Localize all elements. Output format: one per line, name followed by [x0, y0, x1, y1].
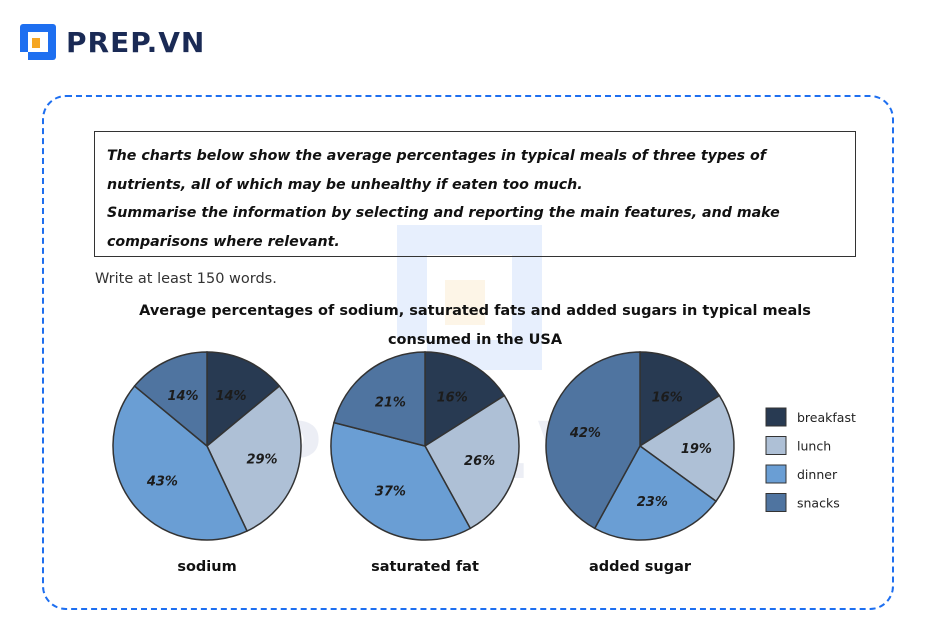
- legend-swatch-breakfast: [765, 407, 787, 427]
- pie-sodium: 14% 29% 43% 14% sodium: [112, 351, 302, 575]
- pie-data-label: 26%: [464, 454, 495, 469]
- prompt-line: comparisons where relevant.: [107, 233, 340, 250]
- brand-name: PREP.VN: [66, 25, 206, 59]
- pie-caption: saturated fat: [371, 559, 479, 575]
- chart-title: Average percentages of sodium, saturated…: [100, 297, 850, 354]
- legend-swatch-dinner: [765, 464, 787, 484]
- pie-slice-breakfast: [206, 351, 281, 448]
- pie-slice-snacks: [133, 351, 208, 448]
- chart-title-line: Average percentages of sodium, saturated…: [139, 303, 811, 319]
- pie-data-label: 19%: [681, 442, 712, 457]
- legend-label-dinner: dinner: [797, 467, 838, 482]
- content-frame: [42, 95, 894, 610]
- pie-slice-lunch: [638, 394, 735, 503]
- pie-data-label: 14%: [215, 389, 246, 404]
- pie-slice-dinner: [112, 385, 249, 541]
- pie-data-label: 23%: [637, 495, 668, 510]
- brand-logo: PREP.VN: [20, 22, 205, 62]
- pie-slice-snacks: [333, 351, 426, 447]
- legend-label-lunch: lunch: [797, 439, 831, 454]
- prep-logo-icon: [20, 24, 56, 60]
- word-count-instruction: Write at least 150 words.: [95, 271, 277, 287]
- pie-slice-breakfast: [639, 351, 721, 448]
- pie-slice-breakfast: [424, 351, 506, 448]
- pie-data-label: 14%: [167, 389, 198, 404]
- pie-caption: added sugar: [589, 559, 692, 575]
- prompt-line: Summarise the information by selecting a…: [107, 205, 780, 221]
- pie-data-label: 42%: [569, 426, 601, 441]
- pie-data-label: 21%: [375, 395, 406, 410]
- pie-added-sugar: 16% 19% 23% 42% added sugar: [545, 351, 735, 575]
- pie-slice-lunch: [424, 394, 520, 530]
- pie-caption: sodium: [177, 559, 236, 575]
- pie-data-label: 29%: [246, 452, 277, 467]
- pie-slice-dinner: [330, 421, 472, 541]
- pie-data-label: 37%: [375, 485, 406, 500]
- legend-label-breakfast: breakfast: [797, 410, 856, 425]
- pie-data-label: 16%: [437, 391, 468, 406]
- pie-data-label: 16%: [652, 391, 683, 406]
- pie-slice-snacks: [545, 351, 641, 530]
- legend-label-snacks: snacks: [797, 496, 840, 511]
- pie-data-label: 43%: [146, 475, 178, 490]
- chart-title-line: consumed in the USA: [387, 331, 563, 348]
- pie-slice-dinner: [593, 444, 718, 541]
- task-prompt-box: The charts below show the average percen…: [94, 131, 856, 257]
- prompt-line: nutrients, all of which may be unhealthy…: [107, 176, 583, 193]
- legend-swatch-snacks: [765, 493, 787, 512]
- legend-swatch-lunch: [765, 436, 787, 455]
- pie-saturated-fat: 16% 26% 37% 21% saturated fat: [330, 351, 520, 575]
- prompt-line: The charts below show the average percen…: [107, 148, 766, 164]
- legend: breakfast lunch dinner snacks: [765, 407, 856, 512]
